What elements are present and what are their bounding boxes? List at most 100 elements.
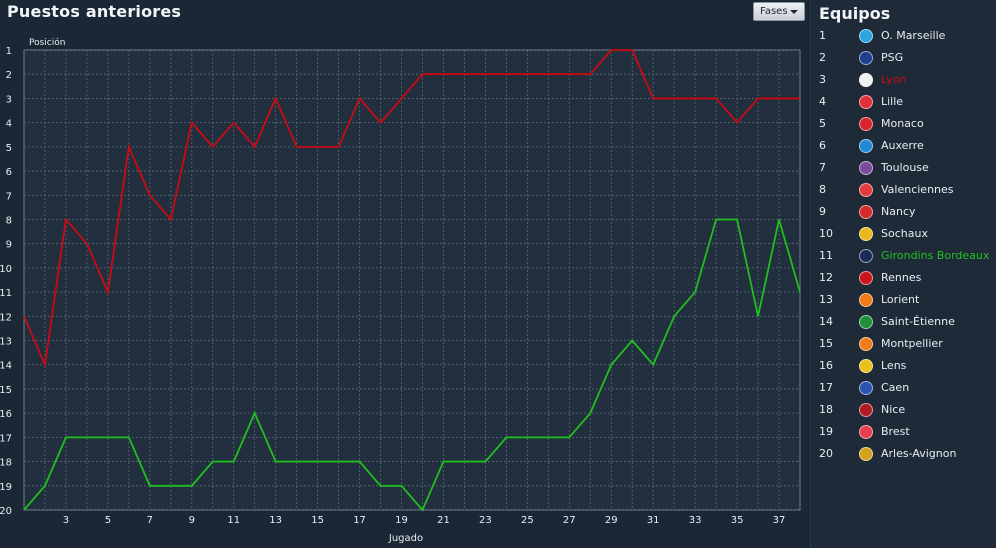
team-row[interactable]: 16 Lens [811, 355, 996, 377]
rennes-badge-icon [859, 271, 873, 285]
team-row[interactable]: 12 Rennes [811, 267, 996, 289]
y-tick-label: 20 [0, 506, 12, 517]
team-rank: 11 [819, 249, 833, 262]
team-row[interactable]: 6 Auxerre [811, 135, 996, 157]
psg-badge-icon [859, 51, 873, 65]
team-rank: 9 [819, 205, 826, 218]
team-rank: 20 [819, 447, 833, 460]
team-row[interactable]: 17 Caen [811, 377, 996, 399]
teams-title: Equipos [819, 4, 891, 23]
team-rank: 18 [819, 403, 833, 416]
team-rank: 15 [819, 337, 833, 350]
y-tick-label: 9 [6, 240, 12, 251]
team-name[interactable]: Monaco [881, 117, 924, 130]
team-row[interactable]: 15 Montpellier [811, 333, 996, 355]
team-row[interactable]: 13 Lorient [811, 289, 996, 311]
brest-badge-icon [859, 425, 873, 439]
team-name[interactable]: Lille [881, 95, 904, 108]
team-row[interactable]: 19 Brest [811, 421, 996, 443]
team-name[interactable]: Montpellier [881, 337, 943, 350]
team-name[interactable]: Valenciennes [881, 183, 954, 196]
nancy-badge-icon [859, 205, 873, 219]
team-row[interactable]: 14 Saint-Étienne [811, 311, 996, 333]
bordeaux-badge-icon [859, 249, 873, 263]
team-row[interactable]: 2 PSG [811, 47, 996, 69]
team-name[interactable]: Nice [881, 403, 906, 416]
plot-area [23, 49, 801, 511]
x-tick-label: 3 [63, 515, 69, 526]
team-rank: 8 [819, 183, 826, 196]
marseille-badge-icon [859, 29, 873, 43]
team-name[interactable]: Lorient [881, 293, 920, 306]
team-rank: 14 [819, 315, 833, 328]
caen-badge-icon [859, 381, 873, 395]
team-name[interactable]: Rennes [881, 271, 922, 284]
team-row[interactable]: 9 Nancy [811, 201, 996, 223]
team-row[interactable]: 3 Lyon [811, 69, 996, 91]
monaco-badge-icon [859, 117, 873, 131]
team-name[interactable]: Brest [881, 425, 910, 438]
team-name[interactable]: O. Marseille [881, 29, 946, 42]
fases-label: Fases [760, 6, 788, 17]
team-row[interactable]: 1 O. Marseille [811, 25, 996, 47]
y-tick-label: 2 [6, 70, 12, 81]
team-name[interactable]: Arles-Avignon [881, 447, 957, 460]
x-tick-label: 29 [605, 515, 618, 526]
team-name[interactable]: Nancy [881, 205, 916, 218]
team-rank: 12 [819, 271, 833, 284]
y-tick-label: 16 [0, 409, 12, 420]
x-tick-label: 21 [437, 515, 450, 526]
x-tick-label: 35 [731, 515, 744, 526]
fases-dropdown-button[interactable]: Fases [753, 2, 805, 21]
team-row[interactable]: 7 Toulouse [811, 157, 996, 179]
team-name[interactable]: Lens [881, 359, 907, 372]
series-line-lyon [23, 49, 800, 369]
x-axis-label: Jugado [388, 533, 423, 544]
x-tick-label: 11 [227, 515, 240, 526]
team-list: 1 O. Marseille 2 PSG 3 Lyon 4 Lille 5 Monaco 6 Auxe… [811, 25, 996, 465]
team-rank: 17 [819, 381, 833, 394]
auxerre-badge-icon [859, 139, 873, 153]
x-tick-label: 13 [269, 515, 282, 526]
lens-badge-icon [859, 359, 873, 373]
team-row[interactable]: 10 Sochaux [811, 223, 996, 245]
team-name[interactable]: Auxerre [881, 139, 924, 152]
x-tick-label: 31 [647, 515, 660, 526]
x-tick-label: 15 [311, 515, 324, 526]
lyon-badge-icon [859, 73, 873, 87]
y-tick-label: 3 [6, 94, 12, 105]
team-row[interactable]: 18 Nice [811, 399, 996, 421]
x-tick-label: 33 [689, 515, 702, 526]
x-tick-label: 25 [521, 515, 534, 526]
toulouse-badge-icon [859, 161, 873, 175]
team-name[interactable]: Saint-Étienne [881, 315, 955, 328]
y-tick-label: 4 [6, 119, 12, 130]
y-tick-label: 1 [6, 46, 12, 57]
team-row[interactable]: 5 Monaco [811, 113, 996, 135]
chevron-down-icon [790, 10, 798, 14]
team-name[interactable]: Sochaux [881, 227, 928, 240]
team-name[interactable]: Girondins Bordeaux [881, 249, 990, 262]
team-row[interactable]: 4 Lille [811, 91, 996, 113]
y-tick-label: 10 [0, 264, 12, 275]
arles-avignon-badge-icon [859, 447, 873, 461]
x-tick-label: 23 [479, 515, 492, 526]
team-row[interactable]: 8 Valenciennes [811, 179, 996, 201]
team-row[interactable]: 20 Arles-Avignon [811, 443, 996, 465]
team-rank: 2 [819, 51, 826, 64]
y-tick-label: 18 [0, 458, 12, 469]
x-tick-label: 27 [563, 515, 576, 526]
team-name[interactable]: Toulouse [881, 161, 929, 174]
team-name[interactable]: Lyon [881, 73, 907, 86]
team-rank: 19 [819, 425, 833, 438]
team-row[interactable]: 11 Girondins Bordeaux [811, 245, 996, 267]
history-panel: Puestos anteriores Fases 1 2 3 4 5 6 7 8 9 10 11 12… [0, 2, 805, 544]
team-name[interactable]: PSG [881, 51, 904, 64]
team-name[interactable]: Caen [881, 381, 910, 394]
montpellier-badge-icon [859, 337, 873, 351]
y-tick-label: 13 [0, 337, 12, 348]
y-tick-label: 7 [6, 191, 12, 202]
team-rank: 13 [819, 293, 833, 306]
team-rank: 7 [819, 161, 826, 174]
